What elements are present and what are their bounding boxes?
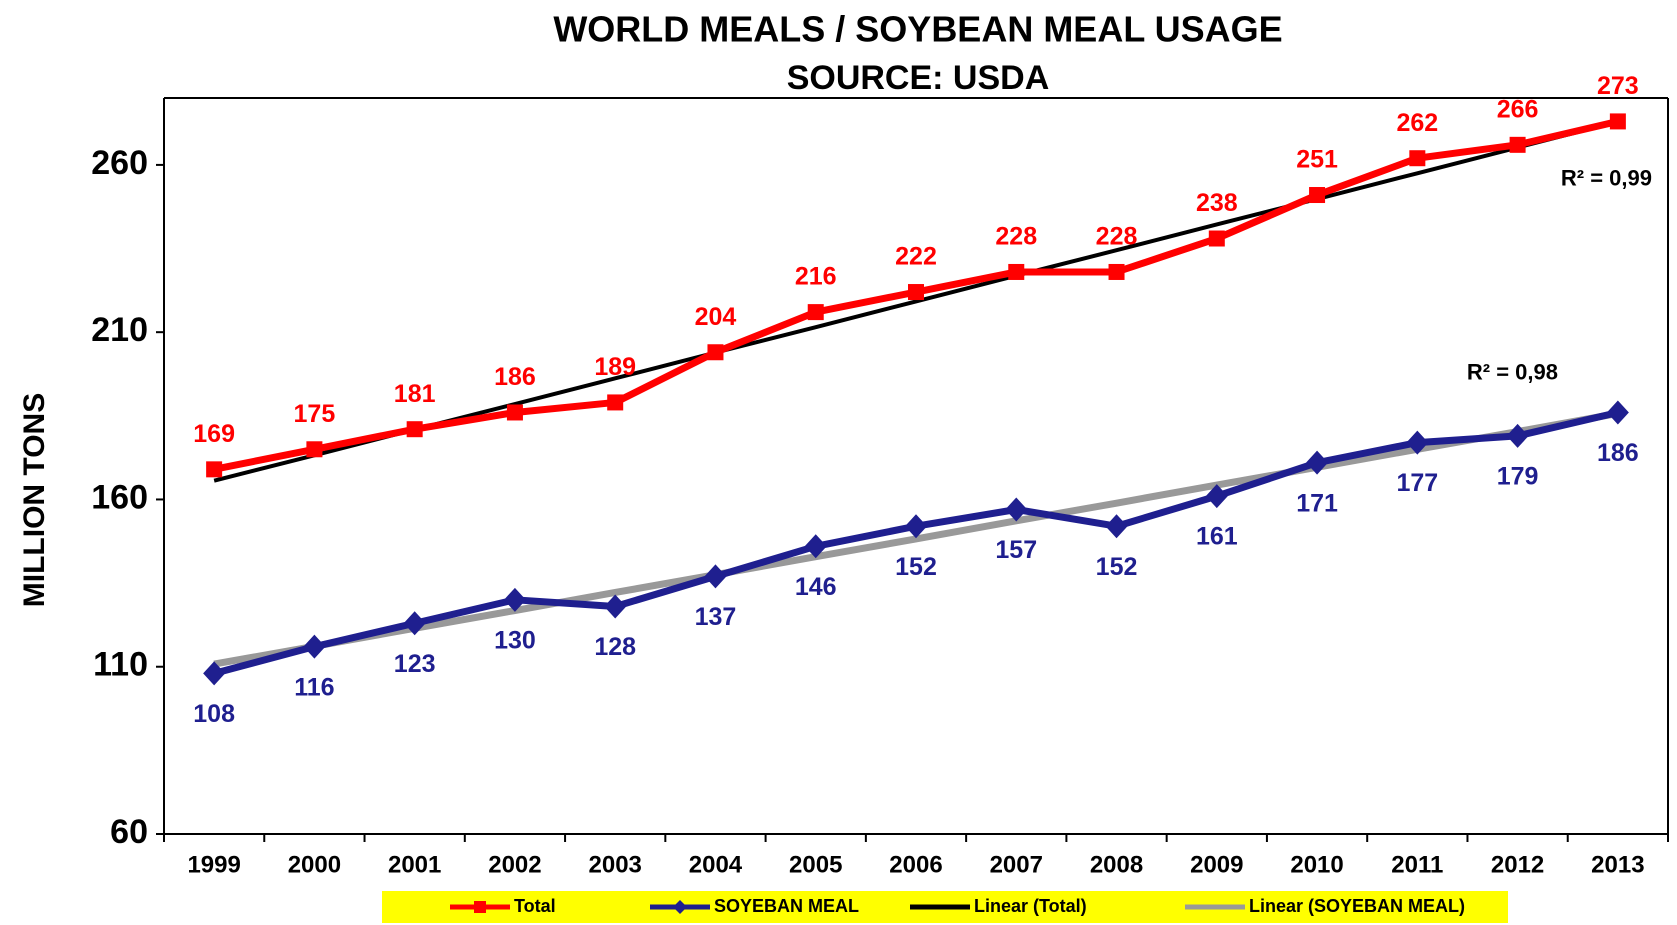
data-label: 179 — [1497, 463, 1539, 491]
y-tick-label: 210 — [91, 311, 148, 349]
data-label: 108 — [193, 700, 235, 728]
legend-label: Linear (Total) — [974, 896, 1087, 916]
x-tick-label: 2010 — [1290, 851, 1343, 878]
y-tick-label: 160 — [91, 478, 148, 516]
data-label: 238 — [1196, 189, 1238, 217]
data-label: 228 — [995, 223, 1037, 251]
data-label: 177 — [1396, 469, 1438, 497]
marker — [1509, 136, 1526, 153]
marker — [604, 594, 627, 619]
marker — [1208, 230, 1225, 247]
data-label: 175 — [294, 400, 336, 428]
chart-title: WORLD MEALS / SOYBEAN MEAL USAGE — [553, 9, 1282, 50]
marker — [303, 634, 326, 659]
marker — [1406, 430, 1429, 455]
marker — [908, 284, 924, 301]
data-label: 169 — [193, 420, 235, 448]
x-tick-label: 2008 — [1090, 851, 1143, 878]
y-tick-label: 60 — [110, 813, 148, 851]
legend-label: Linear (SOYEBAN MEAL) — [1249, 896, 1465, 916]
marker — [1108, 263, 1125, 280]
r2-label: R² = 0,99 — [1561, 166, 1652, 191]
data-label: 146 — [795, 573, 837, 601]
x-tick-label: 2013 — [1591, 851, 1644, 878]
marker — [406, 421, 423, 438]
x-tick-label: 2002 — [488, 851, 541, 878]
data-label: 222 — [895, 243, 937, 271]
x-tick-label: 1999 — [187, 851, 240, 878]
marker — [1309, 187, 1326, 204]
marker — [807, 304, 824, 321]
y-axis-label: MILLION TONS — [18, 393, 51, 607]
x-tick-label: 2012 — [1491, 851, 1544, 878]
x-tick-label: 2000 — [288, 851, 341, 878]
marker — [503, 587, 526, 612]
data-label: 186 — [494, 363, 536, 391]
x-tick-label: 2011 — [1391, 851, 1443, 878]
data-label: 251 — [1296, 146, 1338, 174]
legend-label: SOYEBAN MEAL — [714, 896, 859, 916]
data-label: 189 — [594, 353, 636, 381]
x-tick-label: 2004 — [689, 851, 743, 878]
data-label: 157 — [995, 536, 1037, 564]
x-tick-label: 2001 — [388, 851, 441, 878]
data-label: 152 — [895, 553, 937, 581]
y-tick-label: 110 — [93, 646, 148, 684]
marker — [506, 404, 523, 421]
data-label: 273 — [1597, 72, 1639, 100]
marker — [905, 514, 927, 539]
marker — [704, 564, 727, 589]
marker — [1606, 400, 1629, 425]
marker — [1105, 514, 1128, 539]
data-label: 171 — [1296, 489, 1338, 517]
marker — [1005, 497, 1028, 522]
x-tick-label: 2003 — [589, 851, 642, 878]
marker — [1008, 263, 1025, 280]
data-label: 181 — [394, 380, 436, 408]
data-label: 228 — [1096, 223, 1138, 251]
x-tick-label: 2005 — [789, 851, 842, 878]
x-tick-label: 2007 — [990, 851, 1043, 878]
legend-label: Total — [514, 896, 556, 916]
marker — [1306, 450, 1329, 475]
trend-line — [213, 410, 1619, 668]
marker — [804, 534, 827, 559]
data-label: 204 — [695, 303, 737, 331]
marker — [707, 344, 724, 361]
x-tick-label: 2009 — [1190, 851, 1243, 878]
data-label: 130 — [494, 626, 536, 654]
data-label: 186 — [1597, 439, 1639, 467]
data-label: 161 — [1196, 523, 1238, 551]
data-label: 266 — [1497, 95, 1539, 123]
data-label: 123 — [394, 650, 436, 678]
r2-label: R² = 0,98 — [1467, 359, 1558, 384]
y-tick-label: 260 — [91, 144, 148, 182]
marker — [403, 611, 426, 636]
data-label: 128 — [594, 633, 636, 661]
data-label: 262 — [1396, 109, 1438, 137]
data-label: 152 — [1096, 553, 1138, 581]
marker — [1409, 150, 1426, 167]
x-tick-label: 2006 — [889, 851, 942, 878]
marker — [1506, 423, 1529, 448]
data-label: 137 — [695, 603, 737, 631]
chart-subtitle: SOURCE: USDA — [787, 59, 1050, 97]
marker — [1609, 113, 1626, 130]
marker — [203, 661, 226, 686]
legend-marker — [673, 900, 687, 914]
marker — [206, 461, 223, 478]
marker — [306, 441, 323, 458]
data-label: 116 — [294, 673, 334, 701]
marker — [1205, 484, 1228, 509]
legend-marker — [474, 901, 486, 913]
data-label: 216 — [795, 263, 837, 291]
marker — [607, 394, 624, 411]
